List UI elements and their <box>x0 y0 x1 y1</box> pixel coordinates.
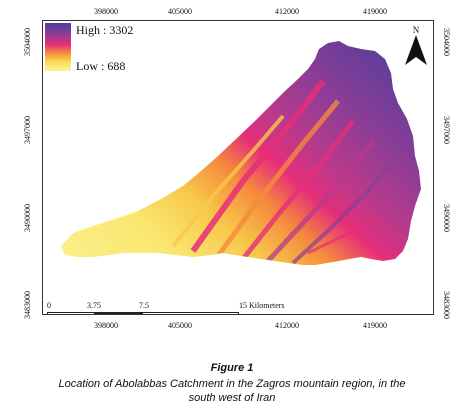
x-tick-top-4: 419000 <box>363 7 387 16</box>
x-tick-bottom-4: 419000 <box>363 321 387 330</box>
legend-low-label: Low : 688 <box>76 59 126 73</box>
y-tick-right-4: 3483000 <box>442 291 451 319</box>
elevation-legend: High : 3302 Low : 688 <box>43 21 188 81</box>
scale-line <box>47 312 239 314</box>
x-tick-top-3: 412000 <box>275 7 299 16</box>
north-arrow-icon <box>405 35 427 65</box>
scale-label-2: 7.5 <box>139 301 149 310</box>
x-tick-top-2: 405000 <box>168 7 192 16</box>
legend-color-ramp <box>45 23 71 71</box>
north-label: N <box>412 25 420 35</box>
x-tick-bottom-2: 405000 <box>168 321 192 330</box>
x-tick-top-1: 398000 <box>94 7 118 16</box>
scale-label-3: 15 Kilometers <box>239 301 285 310</box>
y-tick-left-3: 3490000 <box>23 204 32 232</box>
y-tick-right-1: 3504000 <box>442 28 451 56</box>
map-frame: High : 3302 Low : 688 N 0 3.75 7.5 15 Ki… <box>42 20 434 315</box>
scale-label-0: 0 <box>47 301 51 310</box>
scale-label-1: 3.75 <box>87 301 101 310</box>
legend-high-label: High : 3302 <box>76 23 134 37</box>
y-tick-right-2: 3497000 <box>442 116 451 144</box>
north-arrow: N <box>405 25 427 69</box>
figure-title: Figure 1 <box>210 362 254 374</box>
figure-caption-line2: south west of Iran <box>188 392 276 404</box>
y-tick-left-2: 3497000 <box>23 116 32 144</box>
x-tick-bottom-1: 398000 <box>94 321 118 330</box>
y-tick-right-3: 3490000 <box>442 204 451 232</box>
elevation-map <box>61 41 421 265</box>
y-tick-left-1: 3504000 <box>23 28 32 56</box>
figure-caption-line1: Location of Abolabbas Catchment in the Z… <box>58 378 406 390</box>
x-tick-bottom-3: 412000 <box>275 321 299 330</box>
scale-bar: 0 3.75 7.5 15 Kilometers <box>47 301 285 314</box>
y-tick-left-4: 3483000 <box>23 291 32 319</box>
